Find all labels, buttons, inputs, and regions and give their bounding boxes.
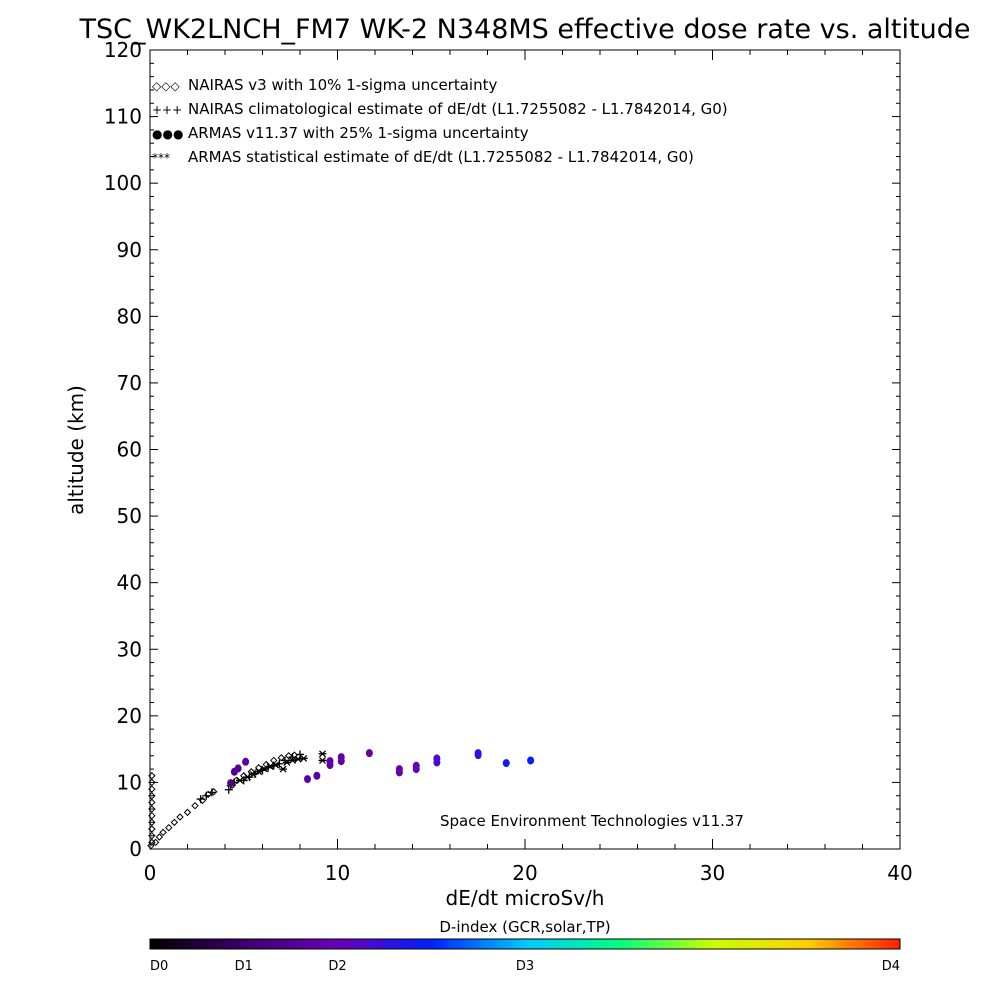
armas-measurement-point	[412, 761, 420, 770]
armas-measurement-point	[326, 757, 334, 766]
legend-symbol: ◇◇◇	[152, 79, 180, 93]
armas-measurement-point	[433, 754, 441, 763]
nairas-climatology-point	[207, 788, 216, 797]
y-tick-label: 0	[129, 837, 142, 861]
nairas-v3-point	[148, 812, 156, 820]
nairas-v3-point	[191, 802, 199, 810]
nairas-v3-point	[155, 833, 164, 841]
x-axis: 0 10 20 30 40	[144, 50, 913, 885]
legend-label: ARMAS v11.37 with 25% 1-sigma uncertaint…	[188, 124, 529, 142]
y-axis: 0 10 20 30 40 50 60 70 80 90 100 110 120	[104, 38, 900, 861]
armas-statistical-point	[294, 755, 303, 763]
armas-measurement-point	[227, 779, 235, 788]
armas-measurement-point	[365, 749, 373, 758]
armas-measurement-point	[313, 771, 321, 780]
chart-title: TSC_WK2LNCH_FM7 WK-2 N348MS effective do…	[79, 14, 971, 45]
colorbar-label: D0	[150, 959, 168, 974]
x-tick-label: 40	[887, 861, 912, 885]
nairas-v3-point	[148, 785, 156, 793]
armas-measurement-point	[304, 775, 311, 784]
nairas-v3-point	[170, 818, 179, 827]
nairas-v3-point	[176, 813, 184, 821]
legend-symbol: +++	[152, 103, 182, 117]
credit-annotation: Space Environment Technologies v11.37	[440, 812, 744, 830]
nairas-v3-point	[183, 808, 192, 817]
nairas-v3-point	[148, 825, 156, 833]
nairas-v3-point	[148, 778, 156, 787]
legend-symbol: ●●●	[152, 127, 183, 141]
armas-statistical-point	[271, 761, 280, 769]
armas-statistical-point	[299, 754, 308, 762]
nairas-climatology-point	[202, 791, 211, 800]
armas-statistical-point	[288, 756, 297, 764]
colorbar-labels: D0 D1 D2 D3 D4	[150, 959, 900, 974]
armas-measurement-point	[337, 753, 345, 762]
colorbar-label: D1	[235, 959, 253, 974]
legend: ◇◇◇ NAIRAS v3 with 10% 1-sigma uncertaint…	[152, 76, 728, 166]
y-tick-label: 30	[117, 637, 142, 661]
x-tick-label: 30	[700, 861, 725, 885]
colorbar	[149, 938, 901, 950]
nairas-v3-point	[159, 828, 167, 837]
nairas-climatology-point	[224, 785, 233, 794]
legend-symbol: ***	[152, 151, 170, 165]
plot-frame	[149, 49, 901, 850]
nairas-v3-point	[148, 792, 156, 800]
y-tick-label: 20	[117, 704, 142, 728]
nairas-v3-point	[148, 772, 156, 780]
colorbar-label: D3	[516, 959, 534, 974]
x-tick-label: 0	[144, 861, 157, 885]
armas-measurement-point	[502, 759, 510, 768]
armas-statistical-point	[236, 776, 244, 784]
legend-label: NAIRAS v3 with 10% 1-sigma uncertainty	[188, 76, 497, 94]
y-tick-label: 60	[117, 438, 142, 462]
legend-label: NAIRAS climatological estimate of dE/dt …	[188, 100, 728, 118]
armas-measurement-point	[242, 757, 250, 766]
colorbar-label: D2	[328, 959, 346, 974]
x-axis-label: dE/dt microSv/h	[446, 886, 605, 910]
colorbar-title: D-index (GCR,solar,TP)	[439, 918, 610, 936]
nairas-v3-point	[165, 823, 173, 832]
armas-measurement-point	[474, 749, 482, 758]
armas-measurement-point	[395, 765, 403, 774]
nairas-v3-point	[285, 752, 293, 760]
nairas-v3-point	[151, 838, 160, 847]
x-tick-label: 10	[325, 861, 350, 885]
y-tick-label: 80	[117, 304, 142, 328]
armas-statistical-point	[266, 762, 274, 770]
y-tick-label: 120	[104, 38, 142, 62]
armas-statistical-point	[318, 756, 327, 764]
nairas-v3-point	[148, 798, 156, 807]
y-tick-label: 100	[104, 171, 142, 195]
armas-measurement-point	[234, 764, 242, 773]
y-tick-label: 110	[104, 105, 142, 129]
nairas-climatology-point	[196, 795, 205, 804]
armas-statistical-point	[279, 765, 288, 773]
y-axis-label: altitude (km)	[64, 385, 88, 515]
nairas-v3-point	[148, 818, 156, 827]
armas-statistical-point	[318, 750, 327, 758]
y-tick-label: 70	[117, 371, 142, 395]
colorbar-label: D4	[882, 959, 900, 974]
legend-label: ARMAS statistical estimate of dE/dt (L1.…	[188, 148, 694, 166]
nairas-v3-point	[148, 831, 156, 840]
y-tick-label: 50	[117, 504, 142, 528]
x-tick-label: 20	[512, 861, 537, 885]
armas-measurement-point	[527, 756, 535, 765]
data-points	[147, 749, 535, 850]
y-tick-label: 40	[117, 571, 142, 595]
y-tick-label: 10	[117, 770, 142, 794]
y-tick-label: 90	[117, 238, 142, 262]
nairas-v3-point	[148, 805, 156, 813]
